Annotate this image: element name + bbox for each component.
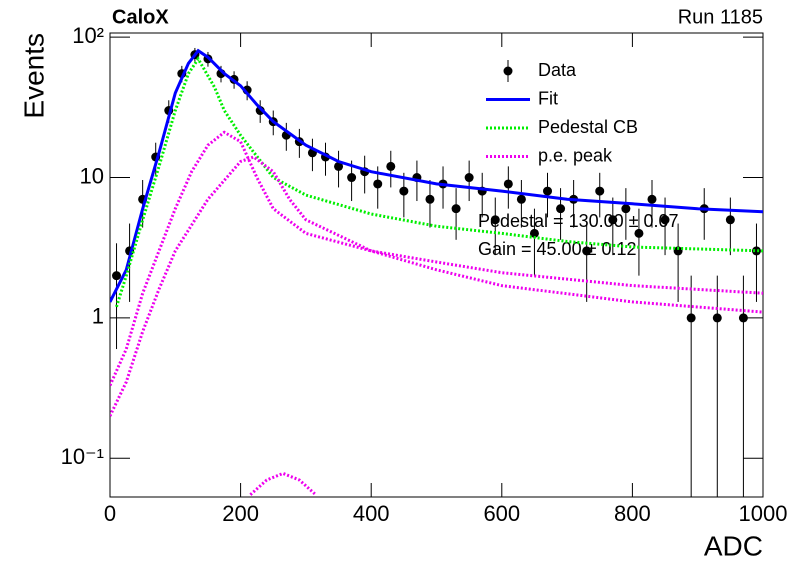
data-point xyxy=(112,271,122,281)
curve xyxy=(110,48,763,303)
legend-label: Data xyxy=(538,60,577,80)
plot-area xyxy=(110,47,763,497)
y-tick-label: 10 xyxy=(80,163,104,188)
y-tick-label: 10² xyxy=(72,23,104,48)
data-point xyxy=(582,246,592,256)
x-tick-label: 1000 xyxy=(739,501,788,526)
x-tick-label: 400 xyxy=(353,501,390,526)
data-point xyxy=(529,228,539,238)
data-point xyxy=(634,228,644,238)
x-axis-title: ADC xyxy=(704,530,763,561)
chart-title: CaloX xyxy=(112,6,169,28)
legend-swatch xyxy=(503,66,513,76)
annotation: Gain = 45.00 ± 0.12 xyxy=(478,239,637,259)
data-point xyxy=(399,186,409,196)
data-point xyxy=(673,246,683,256)
x-tick-label: 600 xyxy=(483,501,520,526)
curve xyxy=(115,56,763,308)
data-point xyxy=(425,194,435,204)
data-point xyxy=(543,186,553,196)
legend-label: Fit xyxy=(538,88,558,108)
data-point xyxy=(595,186,605,196)
x-tick-label: 0 xyxy=(104,501,116,526)
annotation: Pedestal = 130.00 ± 0.07 xyxy=(478,211,679,231)
data-point xyxy=(347,173,357,183)
data-point xyxy=(660,215,670,225)
data-point xyxy=(386,161,396,171)
run-label: Run 1185 xyxy=(678,6,763,28)
y-tick-label: 1 xyxy=(92,304,104,329)
data-point xyxy=(516,194,526,204)
data-point xyxy=(686,313,696,323)
data-point xyxy=(556,204,566,214)
curve xyxy=(249,471,317,496)
data-point xyxy=(725,215,735,225)
data-point xyxy=(712,313,722,323)
x-tick-label: 200 xyxy=(222,501,259,526)
data-point xyxy=(464,173,474,183)
legend-label: p.e. peak xyxy=(538,145,613,165)
y-axis-title: Events xyxy=(18,33,49,119)
data-point xyxy=(621,204,631,214)
data-point xyxy=(647,194,657,204)
y-tick-label: 10⁻¹ xyxy=(61,444,104,469)
data-point xyxy=(608,215,618,225)
data-point xyxy=(373,179,383,189)
data-point xyxy=(334,161,344,171)
x-tick-label: 800 xyxy=(614,501,651,526)
plot-frame xyxy=(109,32,764,498)
data-point xyxy=(451,204,461,214)
legend-label: Pedestal CB xyxy=(538,117,638,137)
data-point xyxy=(490,215,500,225)
curve xyxy=(110,155,763,417)
data-point xyxy=(503,179,513,189)
data-point xyxy=(751,246,761,256)
curve xyxy=(110,130,763,387)
